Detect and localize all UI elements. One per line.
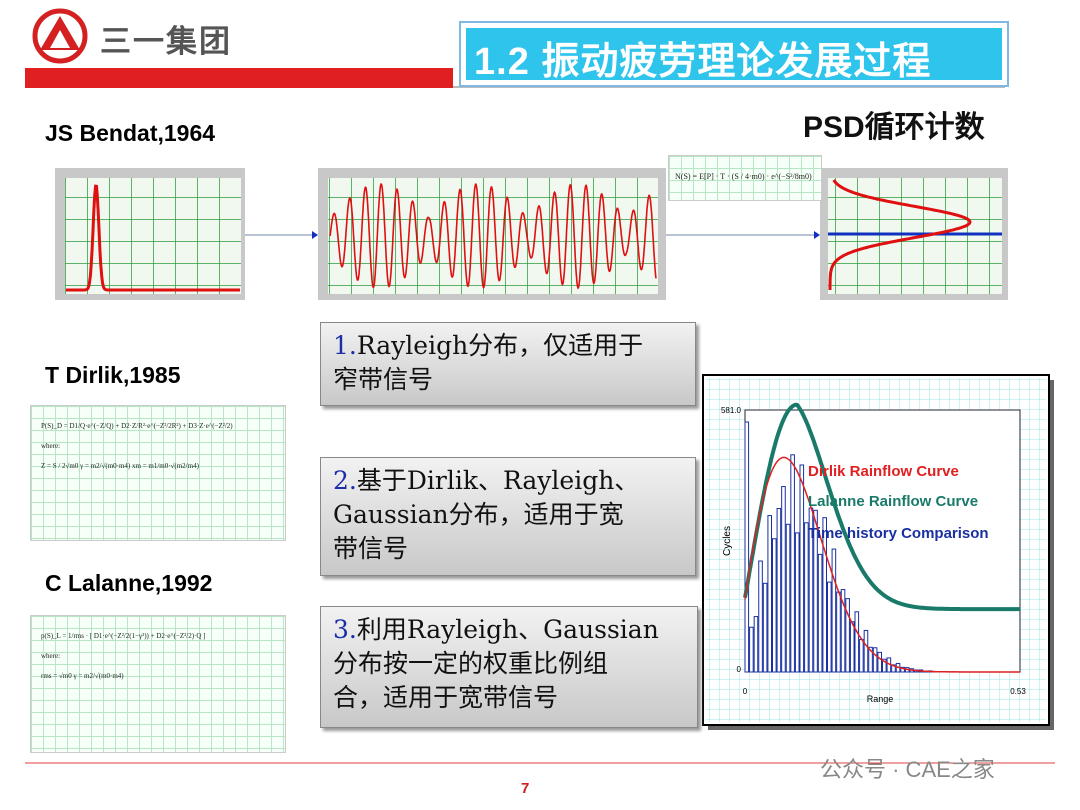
histogram-bar	[785, 523, 791, 673]
lalanne-curve	[743, 402, 1020, 612]
histogram-bar	[758, 560, 763, 673]
time-signal	[329, 182, 657, 290]
histogram-bar	[854, 611, 860, 673]
author: JS Bendat,1964	[45, 120, 216, 146]
note-line: 窄带信号	[333, 365, 434, 394]
note-number: 2.	[333, 466, 357, 495]
psd-label: PSD循环计数	[803, 111, 985, 144]
dirlik-curve	[744, 456, 1020, 673]
histogram-bar	[827, 581, 832, 673]
y-top: 581.0	[721, 406, 742, 415]
histogram-bar	[877, 651, 883, 673]
histogram-bar	[882, 658, 887, 673]
note-number: 1.	[333, 331, 357, 360]
histogram-bar	[840, 589, 846, 673]
note-line: 2.基于Dirlik、Rayleigh、	[333, 464, 683, 498]
psd-peak	[66, 184, 240, 292]
histogram-bar	[831, 548, 837, 673]
formula: N(S) = E[P] · T · (S / 4·m0) · e^(−S²/8m…	[668, 155, 822, 201]
histogram-bar	[845, 598, 850, 673]
note: 3.利用Rayleigh、Gaussian 分布按一定的权重比例组 合，适用于宽…	[320, 606, 698, 728]
histogram-bar	[799, 464, 805, 673]
histogram-bar	[749, 626, 754, 673]
title: 1.2 振动疲劳理论发展过程	[474, 41, 932, 83]
formula-text: where:	[41, 652, 61, 660]
legend-item: Time history Comparison	[808, 525, 989, 542]
page-number: 7	[521, 780, 530, 797]
author: T Dirlik,1985	[45, 362, 181, 388]
histogram-bar	[872, 647, 878, 673]
author: C Lalanne,1992	[45, 570, 213, 596]
note-text: 基于Dirlik、Rayleigh、	[356, 466, 640, 495]
legend-item: Dirlik Rainflow Curve	[808, 463, 959, 480]
note-line: 合，适用于宽带信号	[333, 683, 559, 712]
histogram-bar	[817, 553, 823, 673]
note-line: Gaussian分布，适用于宽	[333, 500, 624, 529]
histogram-bar	[776, 508, 782, 673]
red-bar	[25, 68, 453, 88]
formula-text: p(S)_L = 1/rms · [ D1·e^(−Z²/2(1−γ²)) + …	[41, 632, 206, 640]
note: 1.Rayleigh分布，仅适用于 窄带信号	[320, 322, 696, 406]
note-line: 分布按一定的权重比例组	[333, 649, 609, 678]
note-text: Rayleigh分布，仅适用于	[356, 331, 644, 360]
histogram-bar	[813, 509, 818, 673]
title-fill	[466, 28, 1002, 80]
histogram-bar	[863, 629, 869, 673]
watermark: 公众号 · CAE之家	[820, 757, 995, 782]
distribution	[828, 179, 972, 290]
legend-item: Lalanne Rainflow Curve	[808, 493, 978, 510]
histogram-bar	[891, 664, 896, 673]
histogram-bar	[868, 646, 873, 673]
x-right: 0.53	[1010, 687, 1026, 696]
x-label: Range	[867, 694, 894, 704]
x-left: 0	[743, 687, 748, 696]
histogram-bar	[753, 616, 759, 673]
formula: P(S)_D = D1/Q·e^(−Z/Q) + D2·Z/R²·e^(−Z²/…	[30, 405, 286, 541]
note-line: 1.Rayleigh分布，仅适用于	[333, 329, 683, 363]
logo	[32, 8, 88, 64]
formula-text: rms = √m0 γ = m2/√(m0·m4)	[41, 672, 124, 680]
histogram-bar	[744, 421, 750, 673]
note-text: 利用Rayleigh、Gaussian	[356, 615, 659, 644]
logo-text: 三一集团	[100, 24, 232, 59]
y-bottom: 0	[737, 665, 742, 674]
y-label: Cycles	[722, 526, 733, 556]
formula-text: where:	[41, 442, 61, 450]
formula-text: N(S) = E[P] · T · (S / 4·m0) · e^(−S²/8m…	[675, 172, 812, 181]
histogram-bar	[794, 532, 800, 673]
histogram-bar	[767, 515, 773, 673]
histogram-bar	[804, 522, 809, 673]
formula: p(S)_L = 1/rms · [ D1·e^(−Z²/2(1−γ²)) + …	[30, 615, 286, 753]
note-line: 带信号	[333, 534, 409, 563]
note-line: 3.利用Rayleigh、Gaussian	[333, 613, 685, 647]
histogram-bar	[822, 517, 828, 673]
histogram-bar	[790, 454, 795, 673]
note-number: 3.	[333, 615, 357, 644]
histogram-bar	[781, 486, 786, 673]
histogram-bar	[772, 538, 777, 673]
histogram-bar	[762, 582, 768, 673]
formula-text: P(S)_D = D1/Q·e^(−Z/Q) + D2·Z/R²·e^(−Z²/…	[41, 422, 233, 430]
formula-text: Z = S / 2√m0 γ = m2/√(m0·m4) xm = m1/m0·…	[41, 462, 199, 470]
note: 2.基于Dirlik、Rayleigh、 Gaussian分布，适用于宽 带信号	[320, 457, 696, 576]
histogram-bar	[900, 666, 905, 673]
